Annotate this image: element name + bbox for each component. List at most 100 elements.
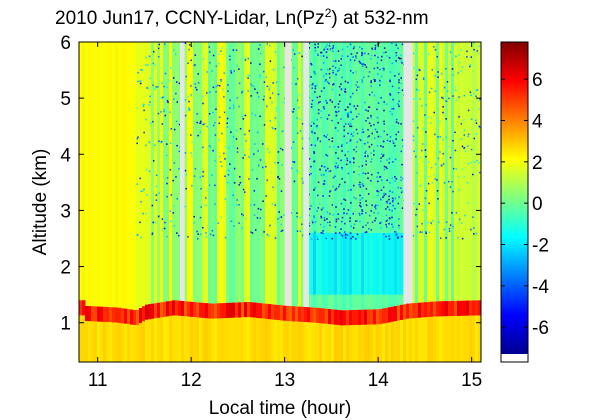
noise-speck	[188, 44, 191, 46]
boundary-layer-cell	[475, 300, 479, 316]
noise-speck	[380, 157, 382, 159]
boundary-layer-cell	[274, 304, 278, 320]
noise-speck	[389, 79, 391, 82]
noise-speck	[337, 166, 339, 169]
noise-speck	[467, 135, 470, 138]
boundary-layer-cell	[142, 306, 146, 322]
boundary-layer-cell	[82, 300, 86, 316]
mixed-layer-cell	[85, 321, 89, 362]
noise-speck	[199, 122, 201, 124]
noise-speck	[374, 48, 376, 51]
noise-speck	[448, 146, 450, 148]
noise-speck	[301, 137, 304, 140]
noise-speck	[209, 51, 211, 53]
noise-speck	[199, 216, 202, 219]
mixed-layer-cell	[166, 316, 170, 362]
noise-speck	[458, 116, 460, 118]
noise-speck	[322, 62, 325, 64]
noise-speck	[448, 227, 451, 230]
noise-speck	[338, 94, 341, 96]
noise-speck	[226, 117, 229, 120]
mixed-layer-cell	[172, 315, 176, 362]
mixed-layer-cell	[424, 317, 428, 362]
noise-speck	[235, 49, 238, 51]
noise-speck	[383, 165, 386, 168]
noise-speck	[365, 188, 368, 190]
noise-speck	[296, 99, 299, 102]
boundary-layer-cell	[199, 302, 203, 318]
noise-speck	[460, 138, 463, 140]
noise-speck	[340, 159, 342, 162]
noise-speck	[335, 167, 337, 169]
boundary-layer-cell	[415, 302, 419, 319]
noise-speck	[169, 210, 172, 212]
noise-speck	[356, 132, 359, 135]
boundary-layer-cell	[421, 302, 425, 318]
colorbar-tick-label: 2	[532, 153, 543, 174]
heatmap-column	[427, 42, 431, 302]
noise-speck	[151, 233, 154, 236]
noise-speck	[356, 220, 358, 222]
noise-speck	[367, 110, 369, 112]
heatmap-column	[238, 42, 242, 303]
x-tick-label: 15	[461, 370, 482, 391]
noise-speck	[356, 81, 358, 83]
noise-speck	[214, 203, 216, 205]
noise-speck	[347, 189, 349, 192]
noise-speck	[350, 225, 352, 227]
noise-speck	[355, 197, 357, 200]
noise-speck	[323, 180, 326, 182]
noise-speck	[142, 69, 144, 72]
noise-speck	[389, 94, 392, 96]
noise-speck	[314, 43, 316, 46]
noise-speck	[274, 117, 277, 119]
boundary-layer-cell	[457, 300, 461, 316]
noise-speck	[338, 232, 341, 234]
noise-speck	[337, 70, 339, 72]
noise-speck	[395, 118, 398, 121]
mixed-layer-cell	[259, 318, 263, 362]
boundary-layer-cell	[364, 309, 368, 325]
noise-speck	[337, 103, 340, 105]
noise-speck	[173, 162, 176, 164]
noise-speck	[290, 110, 293, 112]
noise-speck	[206, 189, 208, 192]
noise-speck	[211, 70, 213, 72]
noise-speck	[154, 88, 156, 90]
noise-speck	[352, 131, 355, 134]
noise-speck	[226, 126, 229, 128]
noise-speck	[320, 90, 323, 92]
noise-speck	[439, 120, 441, 122]
boundary-layer-cell	[94, 306, 98, 322]
noise-speck	[209, 233, 212, 236]
noise-speck	[373, 78, 375, 81]
noise-speck	[392, 226, 394, 228]
noise-speck	[253, 143, 256, 145]
noise-speck	[236, 151, 239, 153]
boundary-layer-cell	[370, 309, 374, 325]
noise-speck	[355, 71, 357, 73]
noise-speck	[350, 133, 353, 135]
noise-speck	[209, 146, 211, 148]
noise-speck	[383, 69, 385, 72]
noise-speck	[323, 87, 326, 89]
mixed-layer-cell	[349, 325, 353, 362]
mixed-layer-cell	[334, 324, 338, 362]
noise-speck	[242, 118, 245, 120]
noise-speck	[469, 65, 471, 68]
noise-speck	[328, 45, 331, 47]
heatmap-column	[259, 42, 263, 304]
noise-speck	[335, 110, 337, 113]
noise-speck	[368, 94, 371, 96]
noise-speck	[188, 108, 191, 111]
heatmap-column	[103, 42, 107, 307]
noise-speck	[400, 123, 402, 125]
noise-speck	[377, 171, 379, 174]
noise-speck	[166, 182, 168, 185]
heatmap-column	[223, 42, 227, 304]
noise-speck	[337, 106, 340, 109]
boundary-layer-cell	[115, 307, 119, 323]
noise-speck	[325, 99, 327, 102]
noise-speck	[310, 238, 313, 240]
heatmap-column-patch	[340, 232, 344, 295]
